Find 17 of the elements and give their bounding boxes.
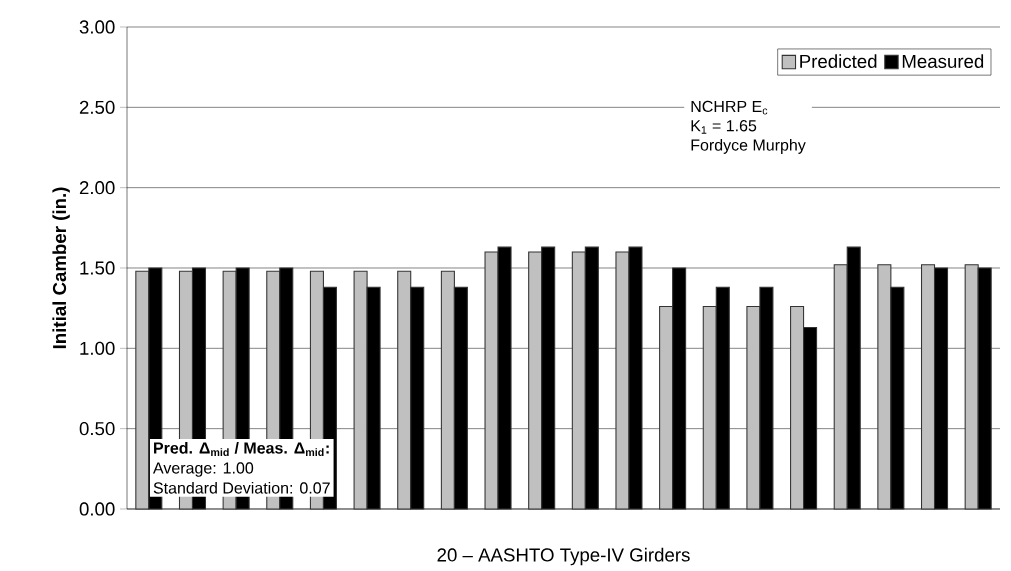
y-tick-label: 3.00 — [79, 20, 115, 34]
y-axis-title: Initial Camber (in.) — [52, 187, 70, 349]
y-tick-label: 2.00 — [79, 181, 115, 195]
annotation: Average: 1.00 — [152, 462, 254, 477]
y-tick-label: 1.50 — [80, 261, 115, 275]
y-tick-label: 1.00 — [80, 341, 115, 355]
y-tick-label: 0.00 — [79, 502, 115, 516]
legend-label: Measured — [902, 54, 984, 68]
annotation: Fordyce Murphy — [691, 139, 806, 154]
y-tick-label: 2.50 — [79, 100, 115, 114]
annotation: Standard Deviation: 0.07 — [153, 481, 330, 494]
annotation: NCHRP E$_{c}$ — [691, 100, 768, 115]
x-axis-title: 20 – AASHTO Type-IV Girders — [437, 547, 690, 566]
annotation: K$_{1}$ = 1.65 — [691, 120, 757, 134]
annotation: Pred. Δ$_{mid}$ / Meas. Δ$_{mid}$: — [154, 441, 329, 457]
legend-label: Predicted — [800, 54, 877, 68]
y-tick-label: 0.50 — [79, 422, 115, 436]
